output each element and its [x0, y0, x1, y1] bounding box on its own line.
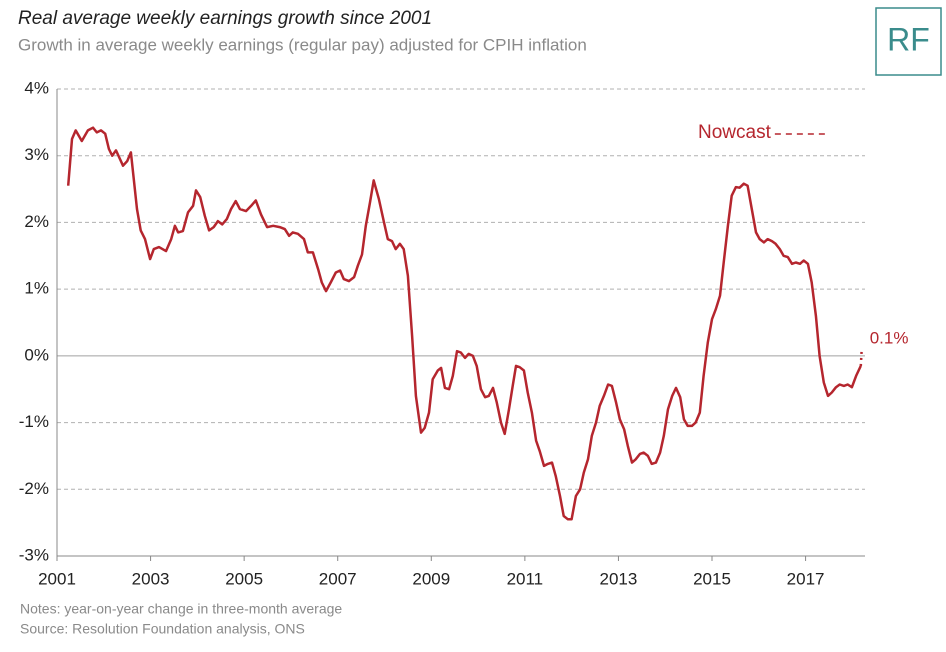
- x-tick-label: 2003: [132, 569, 170, 588]
- logo: RF: [887, 21, 930, 57]
- data-label: 0.1%: [870, 329, 909, 348]
- y-tick-label: 0%: [24, 345, 49, 364]
- y-tick-label: -3%: [19, 545, 49, 564]
- notes: Notes: year-on-year change in three-mont…: [20, 601, 342, 617]
- x-tick-label: 2015: [693, 569, 731, 588]
- y-tick-label: -2%: [19, 479, 49, 498]
- x-tick-label: 2007: [319, 569, 357, 588]
- y-tick-label: 1%: [24, 279, 49, 298]
- chart-title: Real average weekly earnings growth sinc…: [18, 8, 432, 29]
- chart-subtitle: Growth in average weekly earnings (regul…: [18, 35, 587, 54]
- data-line: [66, 126, 862, 521]
- y-tick-label: 2%: [24, 212, 49, 231]
- source: Source: Resolution Foundation analysis, …: [20, 621, 305, 637]
- nowcast-line: [859, 349, 863, 366]
- x-tick-label: 2017: [787, 569, 825, 588]
- y-tick-label: -1%: [19, 412, 49, 431]
- x-tick-label: 2005: [225, 569, 263, 588]
- x-tick-label: 2009: [412, 569, 450, 588]
- y-tick-label: 3%: [24, 145, 49, 164]
- x-tick-label: 2011: [507, 569, 544, 588]
- x-tick-label: 2001: [38, 569, 76, 588]
- x-tick-label: 2013: [600, 569, 638, 588]
- legend-label: Nowcast: [698, 122, 772, 143]
- logo-box: [875, 7, 942, 76]
- y-tick-label: 4%: [24, 78, 49, 97]
